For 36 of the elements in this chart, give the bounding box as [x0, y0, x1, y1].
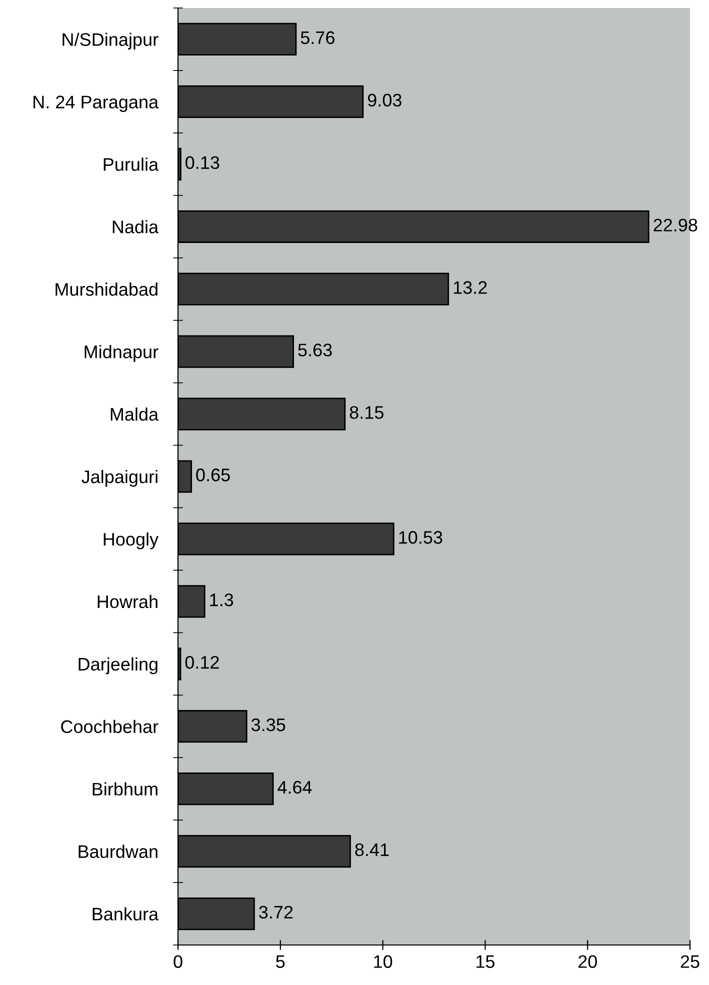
- data-label: 8.41: [355, 843, 389, 856]
- y-tick-label: Baurdwan: [78, 844, 158, 858]
- x-tick-label: 5: [276, 955, 285, 968]
- data-label: 3.72: [259, 906, 293, 919]
- x-tick-label: 15: [476, 955, 494, 968]
- data-label: 4.64: [278, 780, 312, 794]
- x-tick-label: 20: [578, 955, 597, 968]
- y-tick-label: Darjeeling: [78, 657, 158, 674]
- y-tick-label: Murshidabad: [56, 282, 158, 296]
- y-tick-label: Coochbehar: [61, 720, 158, 734]
- y-tick-label: Malda: [110, 407, 159, 421]
- data-label: 8.15: [350, 406, 384, 419]
- data-label: 1.3: [210, 593, 234, 606]
- y-tick-label: Purulia: [104, 158, 159, 171]
- x-tick-label: 0: [174, 955, 182, 968]
- y-tick-label: Jalpaiguri: [82, 470, 158, 487]
- y-tick-label: N/SDinajpur: [62, 32, 158, 50]
- y-tick-label: Nadia: [112, 220, 159, 234]
- data-label: 5.76: [300, 31, 334, 44]
- data-label: 0.65: [196, 468, 230, 482]
- x-tick-label: 10: [374, 955, 392, 968]
- data-label: 10.53: [399, 531, 442, 544]
- y-tick-label: Midnapur: [84, 345, 158, 362]
- data-label: 3.35: [251, 718, 286, 732]
- data-label: 9.03: [368, 94, 402, 107]
- data-label: 5.63: [298, 344, 332, 356]
- y-tick-label: Hoogly: [104, 532, 159, 550]
- data-label: 22.98: [654, 218, 698, 232]
- data-label: 0.12: [185, 656, 219, 669]
- y-tick-label: Birbhum: [92, 782, 158, 796]
- y-tick-label: Howrah: [98, 594, 158, 608]
- x-tick-label: 25: [680, 955, 700, 968]
- data-label: 13.2: [454, 281, 487, 294]
- y-tick-label: Bankura: [92, 907, 159, 920]
- data-label: 0.13: [186, 156, 220, 170]
- y-tick-label: N. 24 Paragana: [34, 96, 159, 112]
